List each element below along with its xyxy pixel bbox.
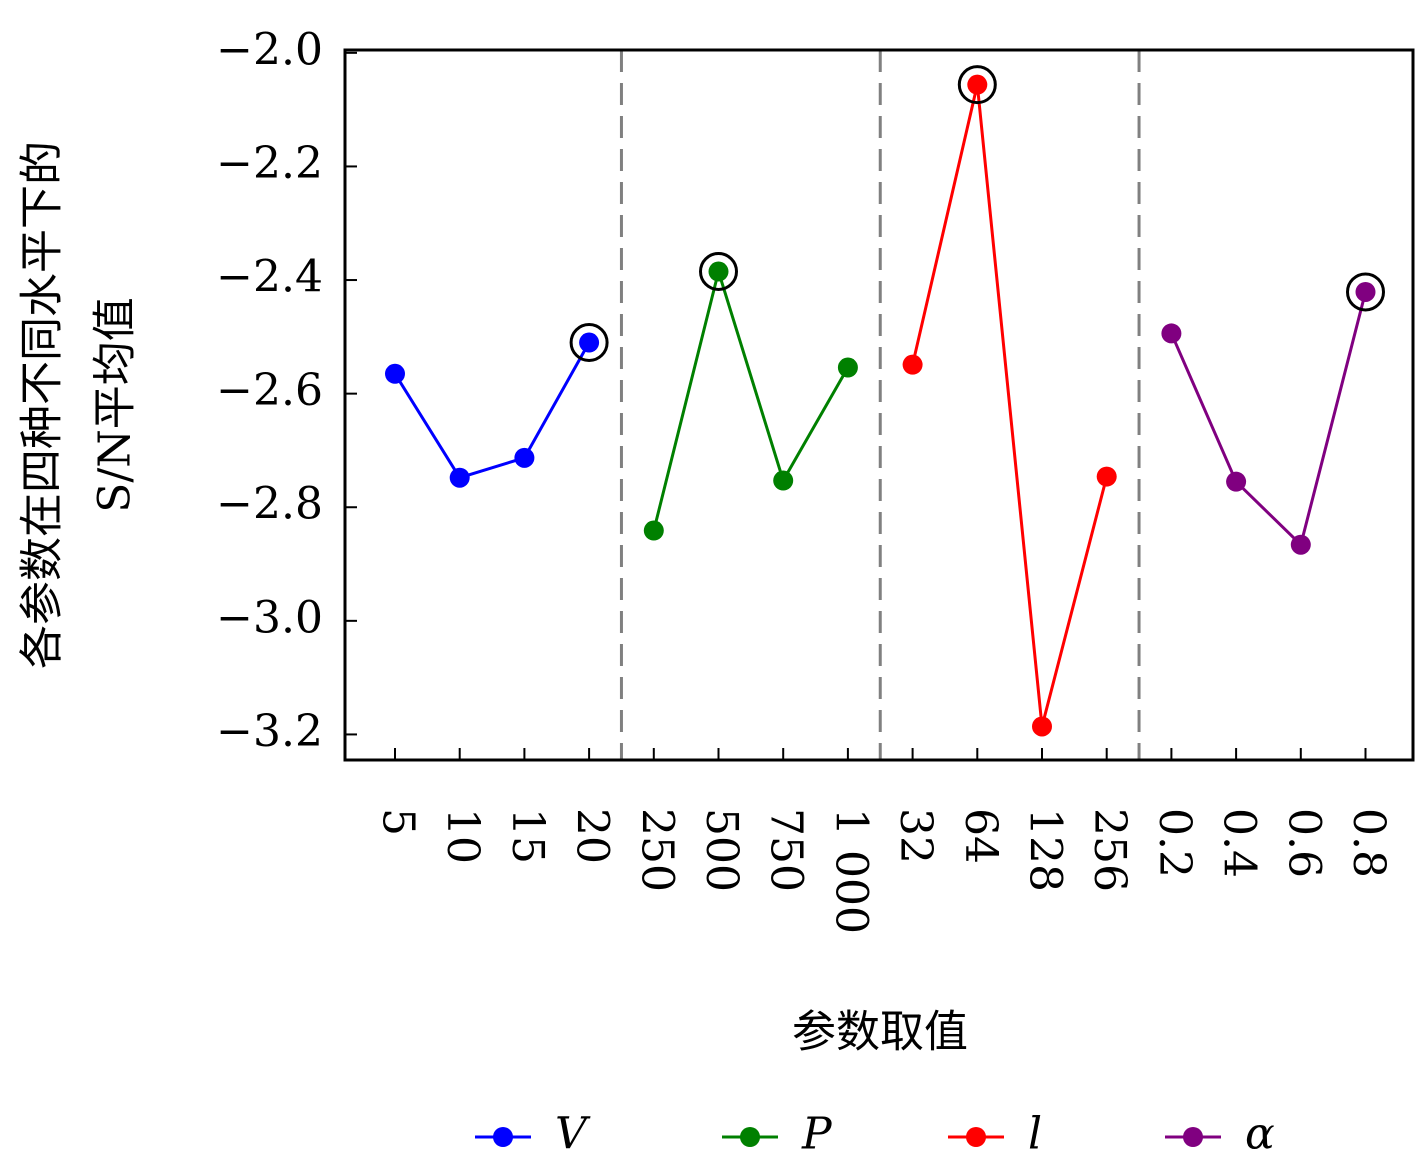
legend-label: l [1028, 1109, 1042, 1160]
legend-marker [1183, 1127, 1203, 1147]
legend-marker [493, 1127, 513, 1147]
legend-label: P [801, 1109, 833, 1160]
legend-marker [966, 1127, 986, 1147]
y-tick-label: −2.6 [216, 365, 323, 416]
x-tick-label: 0.8 [1343, 808, 1394, 878]
data-point [1161, 323, 1182, 344]
y-tick-label: −2.0 [216, 24, 323, 75]
x-tick-label: 10 [437, 808, 488, 864]
y-tick-label: −2.4 [216, 252, 323, 303]
data-point [579, 332, 600, 353]
legend-item: α [1165, 1109, 1275, 1160]
y-tick-label: −2.8 [216, 479, 323, 530]
data-point [449, 467, 470, 488]
legend-item: V [475, 1109, 591, 1160]
legend-marker [740, 1127, 760, 1147]
highlight-ring [1346, 272, 1385, 312]
x-tick-label: 0.4 [1214, 808, 1265, 878]
data-point [1290, 534, 1311, 555]
data-point [1226, 471, 1247, 492]
x-tick-label: 0.2 [1149, 808, 1200, 878]
data-point [1032, 716, 1052, 737]
x-tick-label: 256 [1084, 808, 1135, 892]
legend-label: α [1245, 1109, 1275, 1160]
series-line [911, 84, 1109, 727]
data-point [514, 447, 535, 468]
data-point [708, 261, 729, 282]
y-axis-label: 各参数在四种不同水平下的 [17, 141, 68, 669]
x-tick-label: 250 [631, 808, 682, 892]
data-point [385, 363, 405, 384]
x-axis-label: 参数取值 [792, 1007, 968, 1058]
data-point [967, 74, 988, 95]
highlight-ring [957, 65, 997, 105]
highlight-ring [699, 252, 738, 292]
legend-item: P [722, 1109, 833, 1160]
x-tick-label: 5 [373, 808, 424, 836]
data-point [837, 357, 858, 378]
data-point [1355, 281, 1376, 302]
x-tick-label: 0.6 [1278, 808, 1329, 878]
y-tick-label: −3.0 [216, 592, 323, 643]
y-tick-label: −3.2 [216, 706, 323, 757]
x-tick-label: 1 000 [825, 808, 876, 934]
data-point [773, 470, 794, 491]
data-point [643, 520, 664, 541]
data-point [902, 354, 923, 375]
x-tick-label: 20 [567, 808, 618, 864]
x-tick-label: 128 [1020, 808, 1071, 892]
highlight-ring [569, 323, 609, 363]
series-line [393, 341, 591, 480]
y-tick-label: −2.2 [216, 138, 323, 189]
x-tick-label: 32 [890, 808, 941, 864]
y-axis-label: S/N平均值 [90, 297, 141, 512]
series-line [652, 265, 850, 531]
x-tick-label: 64 [955, 808, 1006, 864]
x-tick-label: 500 [696, 808, 747, 892]
legend-label: V [555, 1109, 591, 1160]
data-point [1096, 466, 1117, 487]
x-tick-label: 750 [761, 808, 812, 892]
x-tick-label: 15 [502, 808, 553, 864]
series-line [1170, 291, 1367, 548]
legend-item: l [948, 1109, 1042, 1160]
plot-frame [343, 48, 1415, 762]
